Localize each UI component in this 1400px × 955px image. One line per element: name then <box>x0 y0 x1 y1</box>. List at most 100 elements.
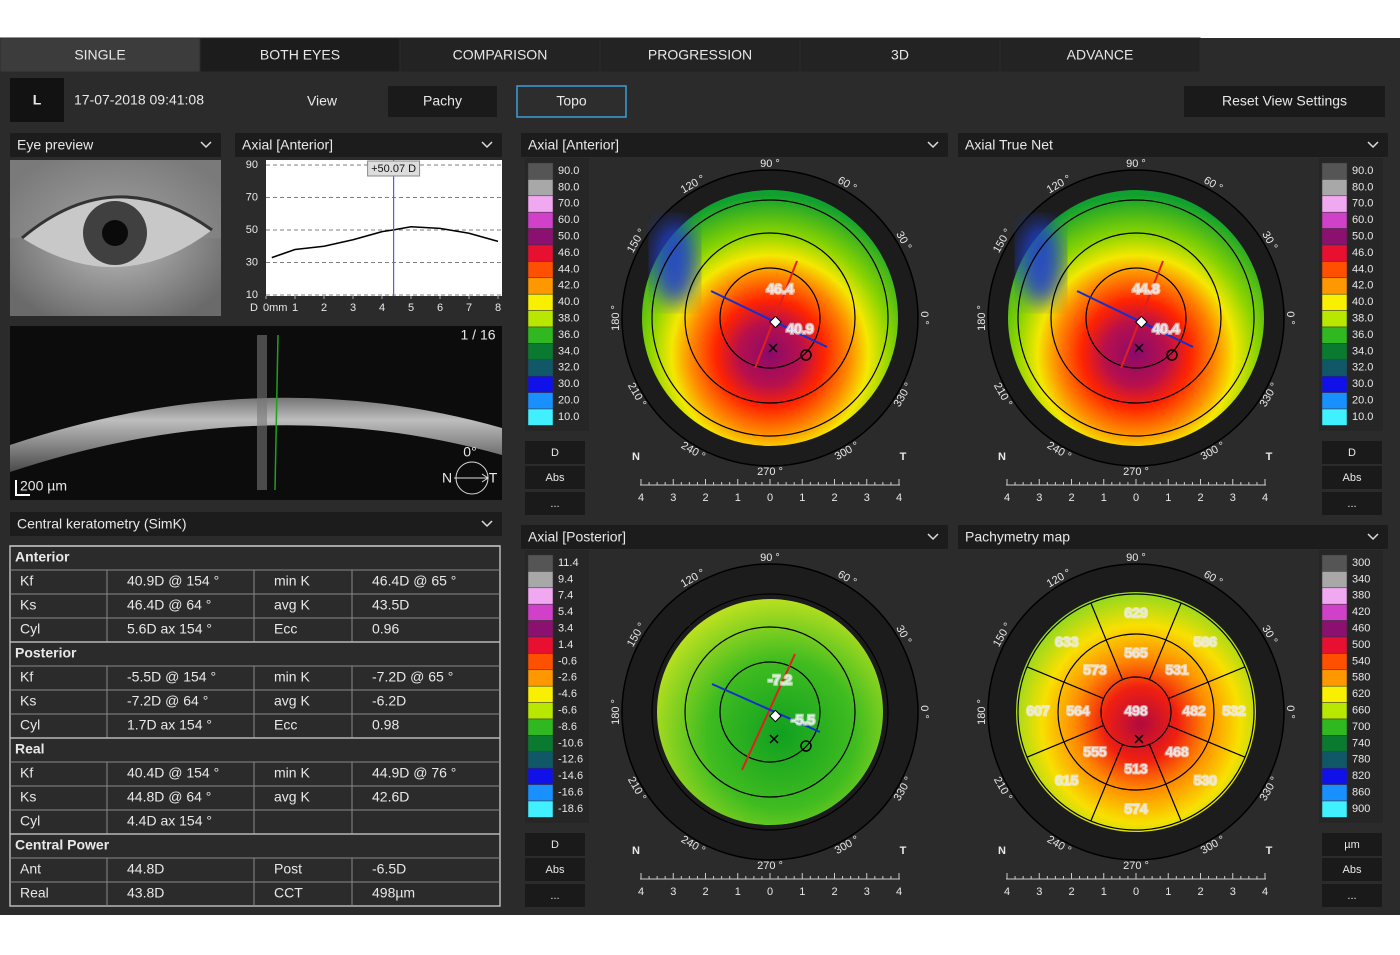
scale-swatch <box>527 685 554 703</box>
scale-swatch <box>1321 359 1348 377</box>
orientation-arrow <box>454 473 489 483</box>
dropdown-chevron[interactable] <box>481 141 493 149</box>
table-cell: Cyl <box>20 717 40 733</box>
tab-label[interactable]: COMPARISON <box>453 47 548 63</box>
scale-swatch <box>1321 343 1348 361</box>
tab[interactable] <box>999 37 1201 73</box>
map-value: 46.4 <box>766 281 793 297</box>
table-cell: Kf <box>20 765 33 781</box>
dropdown-chevron[interactable] <box>1367 533 1379 541</box>
scale-label: 500 <box>1352 639 1370 651</box>
scale-swatch <box>1321 685 1348 703</box>
tab-label[interactable]: SINGLE <box>74 47 125 63</box>
panel-title: Pachymetry map <box>965 529 1070 545</box>
map-button-label[interactable]: D <box>551 839 559 851</box>
toggle-button[interactable] <box>388 86 497 117</box>
map-button-label[interactable]: D <box>551 447 559 459</box>
scale-label: 9.4 <box>558 573 573 585</box>
panel-title: Eye preview <box>17 137 94 153</box>
reset-button-label[interactable]: Reset View Settings <box>1222 93 1347 109</box>
scale-label: 780 <box>1352 754 1370 766</box>
scale-label: 46.0 <box>558 247 579 259</box>
sector-line <box>1026 724 1104 758</box>
scale-label: 30.0 <box>1352 378 1373 390</box>
scale-label: 900 <box>1352 803 1370 815</box>
dropdown-chevron[interactable] <box>927 533 939 541</box>
map-button[interactable] <box>525 884 585 907</box>
tab[interactable] <box>199 37 401 73</box>
map-button-label[interactable]: Abs <box>546 472 565 484</box>
y-tick-label: 30 <box>246 256 258 268</box>
tab[interactable] <box>399 37 601 73</box>
map-button-label[interactable]: ... <box>1347 498 1356 510</box>
apex-marker <box>769 315 782 329</box>
map-button[interactable] <box>525 466 585 489</box>
map-button-label[interactable]: ... <box>550 890 559 902</box>
scale-swatch <box>527 293 554 311</box>
section-title: Posterior <box>15 645 77 661</box>
distance-label: 1 <box>1101 492 1107 504</box>
map-ring <box>651 199 889 437</box>
sector-value: 532 <box>1222 703 1246 719</box>
tab-label[interactable]: PROGRESSION <box>648 47 752 63</box>
distance-label: 1 <box>1165 492 1171 504</box>
toggle-button-label[interactable]: Pachy <box>423 93 462 109</box>
tab-label[interactable]: 3D <box>891 47 909 63</box>
polar-label: 180 ° <box>976 699 988 725</box>
map-button-label[interactable]: µm <box>1344 839 1360 851</box>
tab[interactable] <box>799 37 1001 73</box>
map-button-label[interactable]: ... <box>1347 890 1356 902</box>
map-button[interactable] <box>1322 833 1382 856</box>
map-button-label[interactable]: Abs <box>1343 864 1362 876</box>
map-button-label[interactable]: Abs <box>1343 472 1362 484</box>
toggle-button-label[interactable]: Topo <box>556 93 587 109</box>
scale-swatch <box>1321 620 1348 638</box>
scale-label: 38.0 <box>1352 313 1373 325</box>
scale-label: 820 <box>1352 770 1370 782</box>
distance-label: 4 <box>638 492 644 504</box>
map-button[interactable] <box>525 833 585 856</box>
polar-label: 270 ° <box>757 860 783 872</box>
table-cell: 44.9D @ 76 ° <box>372 765 456 781</box>
scale-label: -18.6 <box>558 803 583 815</box>
scale-label: 70.0 <box>558 198 579 210</box>
temporal-label: T <box>900 845 907 857</box>
map-button[interactable] <box>1322 441 1382 464</box>
dropdown-chevron[interactable] <box>927 141 939 149</box>
reset-button[interactable] <box>1184 86 1385 117</box>
map-button[interactable] <box>525 441 585 464</box>
tab[interactable] <box>0 37 201 73</box>
scale-label: 80.0 <box>558 181 579 193</box>
dropdown-chevron[interactable] <box>1367 141 1379 149</box>
map-button[interactable] <box>1322 466 1382 489</box>
dropdown-chevron[interactable] <box>200 141 212 149</box>
distance-label: 1 <box>1101 886 1107 898</box>
apex-marker <box>1135 315 1148 329</box>
table-cell: min K <box>274 669 310 685</box>
map-button-label[interactable]: ... <box>550 498 559 510</box>
polar-label: 0 ° <box>1284 705 1296 719</box>
tab-label[interactable]: ADVANCE <box>1067 47 1134 63</box>
distance-label: 0 <box>767 492 773 504</box>
scale-swatch <box>527 310 554 328</box>
map-button[interactable] <box>1322 858 1382 881</box>
map-button[interactable] <box>525 492 585 515</box>
tab-label[interactable]: BOTH EYES <box>260 47 340 63</box>
scale-swatch <box>527 784 554 802</box>
map-button[interactable] <box>525 858 585 881</box>
table-cell: Ks <box>20 789 36 805</box>
polar-label: 270 ° <box>1123 466 1149 478</box>
toggle-button[interactable] <box>516 85 627 118</box>
section-title: Real <box>15 741 45 757</box>
map-button-label[interactable]: D <box>1348 447 1356 459</box>
map-button[interactable] <box>1322 884 1382 907</box>
distance-label: 4 <box>896 492 902 504</box>
map-button-label[interactable]: Abs <box>546 864 565 876</box>
scale-label: -4.6 <box>558 688 577 700</box>
dropdown-chevron[interactable] <box>481 520 493 528</box>
scale-label: -8.6 <box>558 721 577 733</box>
map-button[interactable] <box>1322 492 1382 515</box>
scale-label: 740 <box>1352 737 1370 749</box>
tab[interactable] <box>599 37 801 73</box>
